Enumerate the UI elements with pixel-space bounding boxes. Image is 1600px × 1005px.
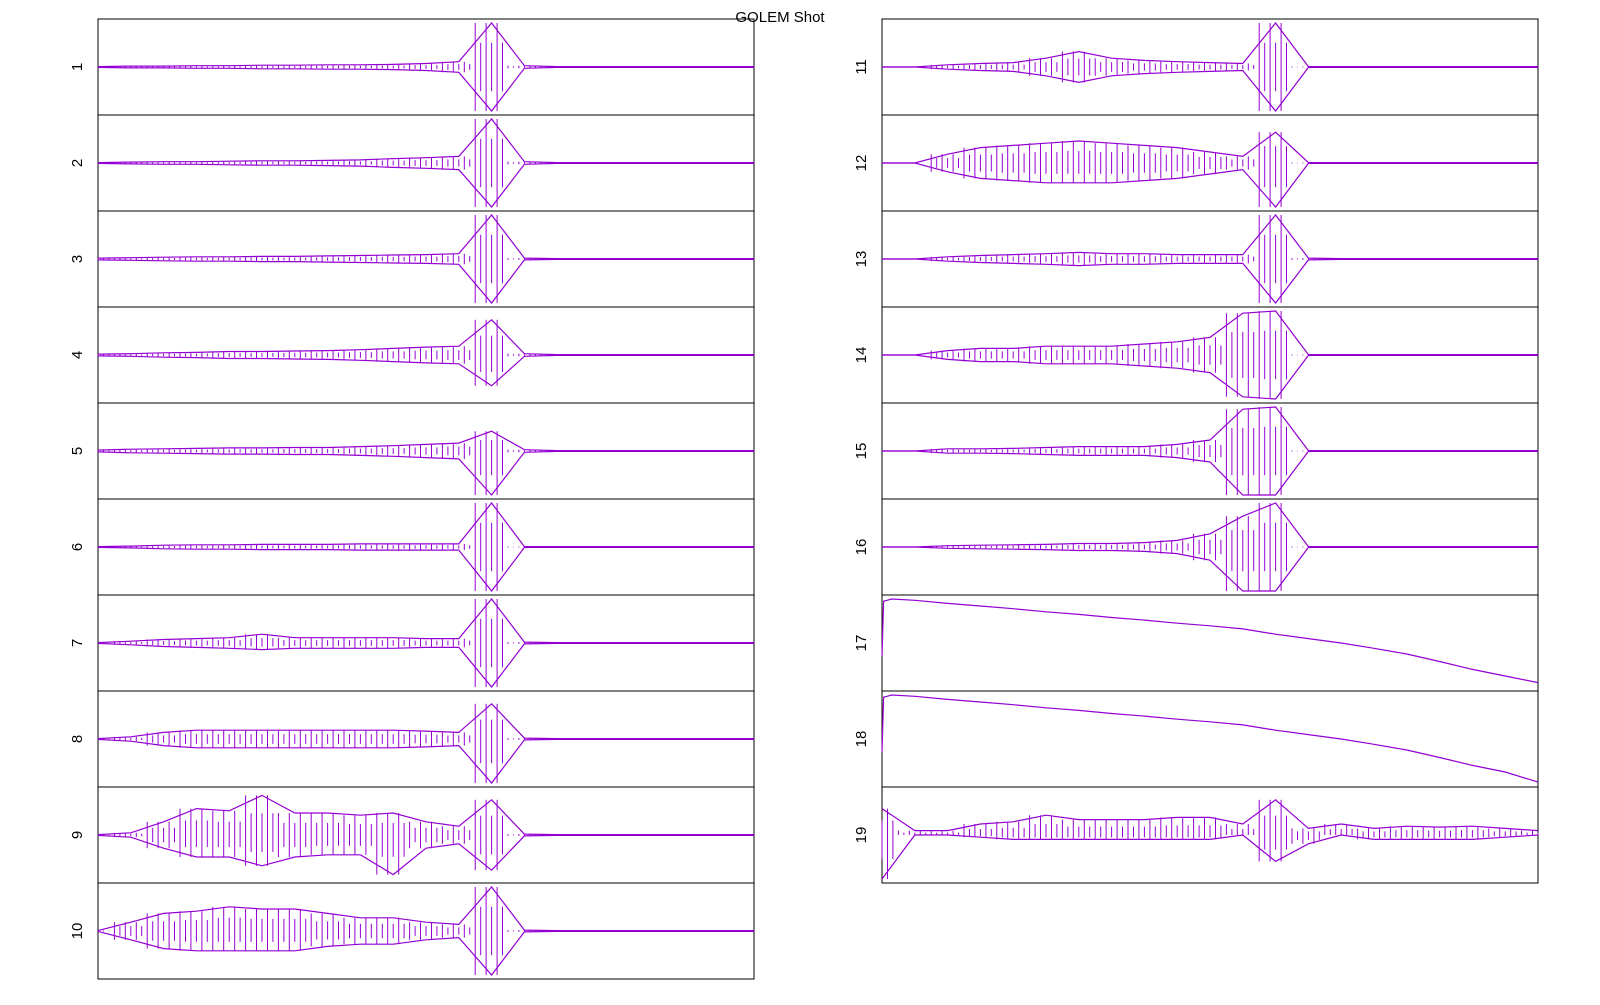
chart-title: GOLEM Shot <box>735 9 825 26</box>
panel-label: 15 <box>853 443 870 460</box>
panel-frame <box>881 594 1539 692</box>
panel-label: 1 <box>69 63 86 71</box>
signal-line <box>97 318 754 356</box>
signal-line <box>882 66 1538 112</box>
panel-label: 8 <box>69 735 86 743</box>
signal-line <box>97 214 754 260</box>
signal-line <box>97 738 754 784</box>
signal-line <box>882 258 1538 304</box>
signal-line <box>97 834 754 876</box>
panel-label: 14 <box>853 347 870 364</box>
panel-label: 13 <box>853 251 870 268</box>
signal-line <box>881 799 1539 832</box>
signal-line <box>881 834 1539 880</box>
signal-line <box>97 598 754 644</box>
panel-label: 9 <box>69 831 86 839</box>
signal-line <box>882 406 1538 452</box>
panel-label: 19 <box>853 827 870 844</box>
signal-line <box>97 430 754 452</box>
signal-line <box>882 22 1538 68</box>
signal-line <box>97 162 754 208</box>
signal-line <box>97 930 754 976</box>
signal-line <box>882 162 1538 208</box>
panel-label: 4 <box>69 351 86 359</box>
signal-line <box>97 118 754 164</box>
signal-line <box>97 546 754 592</box>
signal-line <box>97 886 754 932</box>
signal-line <box>882 546 1538 592</box>
panel-label: 10 <box>69 923 86 940</box>
panel-label: 2 <box>69 159 86 167</box>
panel-label: 17 <box>853 635 870 652</box>
panel-label: 7 <box>69 639 86 647</box>
signal-line <box>97 794 754 836</box>
panel-frame <box>881 690 1539 788</box>
signal-line <box>97 502 754 548</box>
signal-line <box>97 22 754 68</box>
signal-line <box>882 450 1538 496</box>
signal-line <box>97 66 754 112</box>
signal-line <box>882 354 1538 400</box>
signal-line <box>97 702 754 740</box>
panel-label: 5 <box>69 447 86 455</box>
panel-label: 11 <box>853 59 870 75</box>
panel-label: 16 <box>853 539 870 556</box>
panel-label: 3 <box>69 255 86 263</box>
signal-line <box>882 131 1538 164</box>
signal-line <box>881 598 1539 684</box>
signal-line <box>97 258 754 304</box>
signal-line <box>97 642 754 688</box>
panel-label: 12 <box>853 155 870 172</box>
panel-label: 18 <box>853 731 870 748</box>
signal-line <box>882 502 1538 548</box>
signal-line <box>881 694 1539 783</box>
signal-line <box>97 450 754 496</box>
signal-line <box>97 354 754 387</box>
panel-label: 6 <box>69 543 86 551</box>
signal-line <box>882 310 1538 356</box>
signal-line <box>882 214 1538 260</box>
